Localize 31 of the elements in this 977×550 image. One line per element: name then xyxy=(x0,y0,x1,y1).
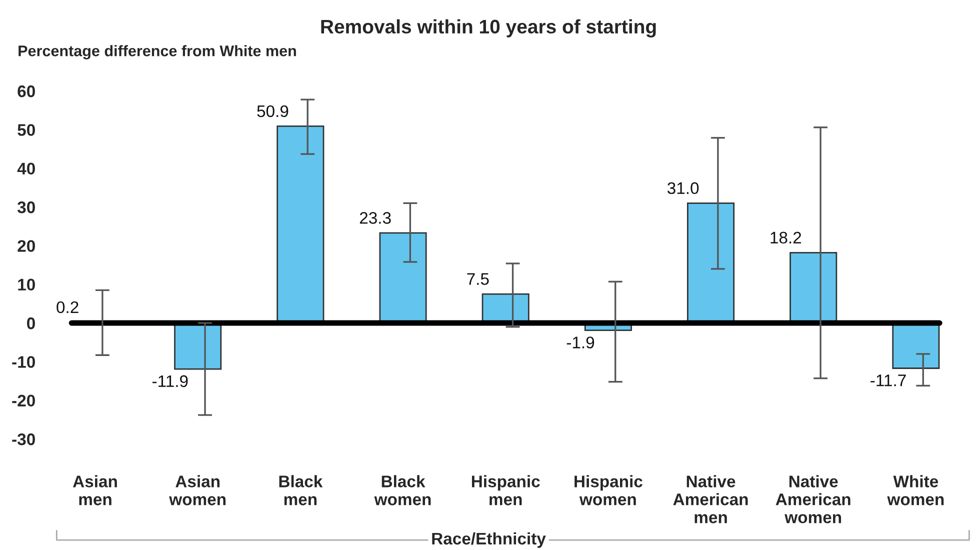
x-tick-label: Hispanic men xyxy=(472,475,540,506)
data-label: 0.2 xyxy=(56,301,78,314)
x-tick-label: Native American men xyxy=(673,475,748,524)
x-tick-label: Asian women xyxy=(169,475,226,506)
data-label: -1.9 xyxy=(566,336,594,348)
x-tick-label: Native American women xyxy=(776,475,850,524)
y-tick-label: -30 xyxy=(12,433,35,446)
y-tick-label: 60 xyxy=(18,85,35,98)
x-tick-label: Black women xyxy=(374,475,431,506)
y-tick-label: 40 xyxy=(17,162,35,175)
data-label: 18.2 xyxy=(770,232,802,244)
y-tick-label: 30 xyxy=(17,201,35,214)
y-tick-label: -10 xyxy=(12,356,35,368)
chart-title: Removals within 10 years of starting xyxy=(321,19,656,38)
y-tick-label: 10 xyxy=(18,278,35,291)
data-label: 23.3 xyxy=(360,212,391,224)
x-axis-title: Race/Ethnicity xyxy=(432,532,546,548)
y-axis-title: Percentage difference from White men xyxy=(18,45,296,60)
data-label: 50.9 xyxy=(257,105,288,118)
data-label: -11.9 xyxy=(152,375,188,388)
y-tick-label: 50 xyxy=(18,124,35,136)
y-tick-label: -20 xyxy=(12,394,35,407)
x-tick-label: Asian men xyxy=(72,475,117,506)
y-tick-label: 20 xyxy=(18,240,35,252)
x-tick-label: Hispanic women xyxy=(574,475,642,506)
data-label: -11.7 xyxy=(870,374,906,386)
data-label: 31.0 xyxy=(667,182,699,194)
x-tick-label: Black men xyxy=(279,475,323,506)
data-label: 7.5 xyxy=(467,273,489,285)
y-tick-label: 0 xyxy=(27,317,35,330)
x-tick-label: White women xyxy=(887,475,944,506)
